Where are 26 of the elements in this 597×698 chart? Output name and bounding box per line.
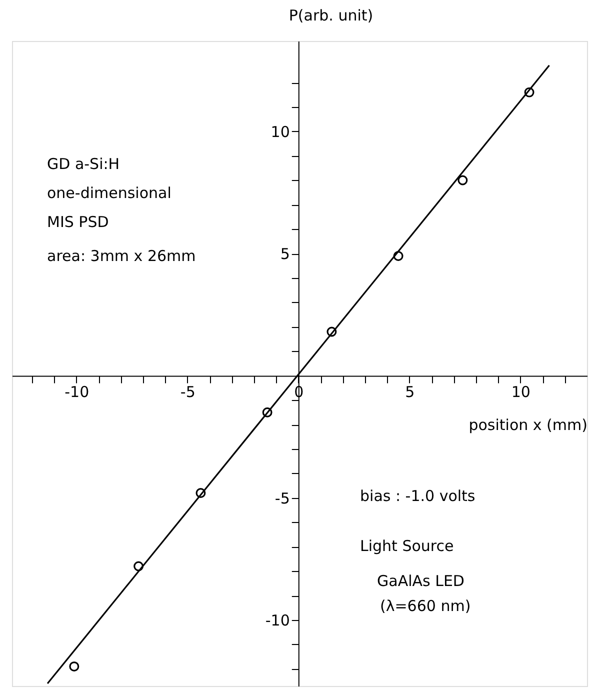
annotation: area: 3mm x 26mm <box>47 247 196 265</box>
point <box>196 488 206 498</box>
x-tick-label: -5 <box>180 383 196 402</box>
annotation: GaAlAs LED <box>377 572 464 590</box>
point <box>134 561 144 572</box>
annotation: bias : -1.0 volts <box>360 487 476 505</box>
y-tick-label: 10 <box>270 122 290 141</box>
y-axis-title: P(arb. unit) <box>288 6 374 24</box>
annotation: (λ=660 nm) <box>380 597 471 615</box>
annotation: MIS PSD <box>47 213 109 231</box>
y-tick-label: 5 <box>280 245 290 264</box>
annotation: Light Source <box>360 537 454 555</box>
annotation: one-dimensional <box>47 184 172 202</box>
x-tick-label: 10 <box>511 383 530 402</box>
point <box>393 251 404 261</box>
x-tick-label: 5 <box>405 383 415 402</box>
point <box>326 326 337 337</box>
point <box>262 407 272 418</box>
annotation: GD a-Si:H <box>47 155 120 173</box>
y-tick-label: -5 <box>274 489 290 508</box>
point <box>524 87 534 98</box>
y-tick-label: -10 <box>265 612 290 630</box>
x-axis-title: position x (mm) <box>468 416 588 434</box>
point <box>458 175 468 186</box>
x-tick-label: -10 <box>64 383 90 402</box>
point <box>69 661 80 672</box>
